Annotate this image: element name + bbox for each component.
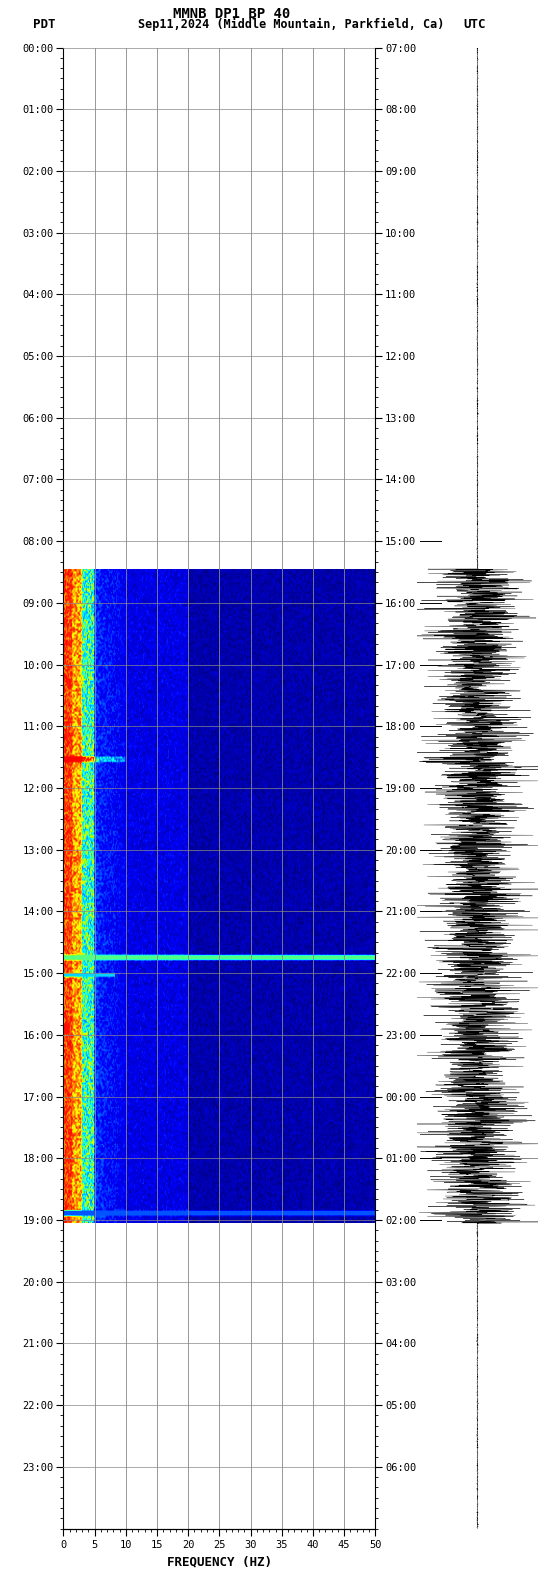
- Text: MMNB DP1 BP 40: MMNB DP1 BP 40: [173, 6, 290, 21]
- Text: PDT: PDT: [33, 17, 56, 32]
- Bar: [63, 48, 375, 569]
- X-axis label: FREQUENCY (HZ): FREQUENCY (HZ): [167, 1555, 272, 1568]
- Text: UTC: UTC: [463, 17, 486, 32]
- Bar: [63, 1223, 375, 1529]
- Text: Sep11,2024 (Middle Mountain, Parkfield, Ca): Sep11,2024 (Middle Mountain, Parkfield, …: [138, 17, 444, 32]
